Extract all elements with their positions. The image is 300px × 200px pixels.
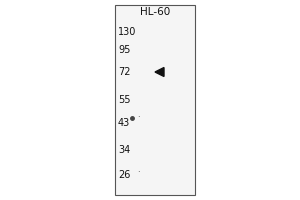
Text: 26: 26 [118, 170, 130, 180]
Bar [115, 5, 195, 195]
Text: 95: 95 [118, 45, 130, 55]
Text: 130: 130 [118, 27, 136, 37]
Text: 34: 34 [118, 145, 130, 155]
Text: 43: 43 [118, 118, 130, 128]
Text: .: . [137, 166, 140, 174]
Text: 72: 72 [118, 67, 130, 77]
Text: 55: 55 [118, 95, 130, 105]
Text: ·: · [137, 114, 140, 122]
Text: HL-60: HL-60 [140, 7, 170, 17]
Polygon shape [155, 68, 164, 76]
